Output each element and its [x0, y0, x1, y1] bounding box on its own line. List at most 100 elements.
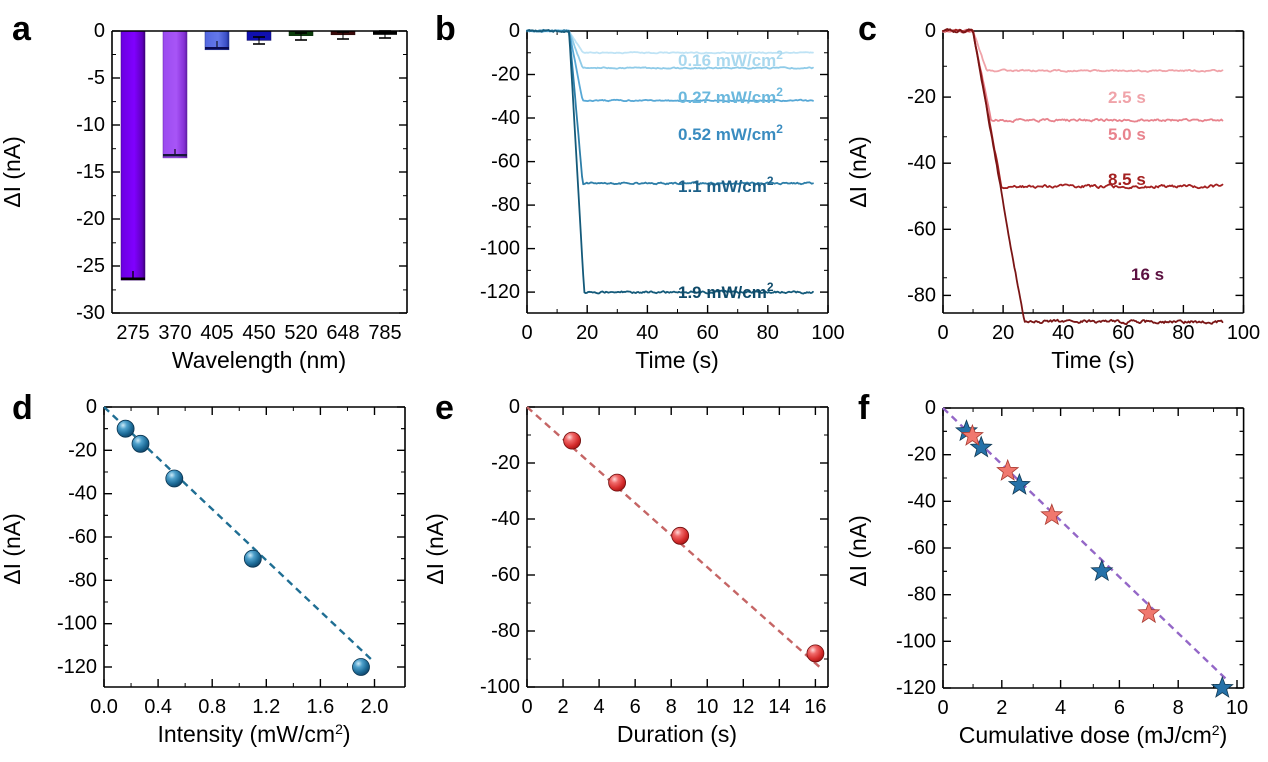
- svg-text:c: c: [858, 10, 877, 48]
- svg-text:60: 60: [1112, 322, 1134, 344]
- svg-text:0.0: 0.0: [90, 696, 118, 718]
- svg-text:6: 6: [630, 696, 641, 718]
- svg-text:5.0 s: 5.0 s: [1108, 125, 1146, 144]
- svg-text:1.6: 1.6: [306, 696, 334, 718]
- svg-text:-100: -100: [480, 238, 520, 260]
- svg-text:450: 450: [242, 322, 275, 344]
- svg-text:80: 80: [757, 322, 779, 344]
- svg-text:370: 370: [158, 322, 191, 344]
- svg-text:-100: -100: [480, 676, 520, 698]
- svg-text:2.0: 2.0: [361, 696, 389, 718]
- svg-text:2: 2: [557, 696, 568, 718]
- svg-text:-20: -20: [491, 452, 520, 474]
- svg-text:-40: -40: [907, 152, 936, 174]
- svg-text:80: 80: [1172, 322, 1194, 344]
- svg-text:0: 0: [94, 20, 105, 42]
- svg-text:2: 2: [996, 697, 1007, 719]
- svg-text:14: 14: [768, 696, 790, 718]
- svg-text:Time (s): Time (s): [1051, 347, 1134, 373]
- svg-text:ΔI (nA): ΔI (nA): [846, 515, 871, 587]
- svg-text:-80: -80: [68, 569, 97, 591]
- svg-text:8.5 s: 8.5 s: [1108, 170, 1146, 189]
- svg-text:d: d: [12, 389, 33, 427]
- svg-text:0: 0: [86, 396, 97, 418]
- svg-text:60: 60: [696, 322, 718, 344]
- svg-text:10: 10: [696, 696, 718, 718]
- svg-text:0.52 mW/cm2: 0.52 mW/cm2: [678, 122, 783, 144]
- svg-text:-120: -120: [480, 281, 520, 303]
- svg-text:-20: -20: [68, 439, 97, 461]
- svg-text:8: 8: [1173, 697, 1184, 719]
- svg-text:0.8: 0.8: [198, 696, 226, 718]
- svg-text:40: 40: [636, 322, 658, 344]
- svg-text:12: 12: [732, 696, 754, 718]
- svg-text:1.1 mW/cm2: 1.1 mW/cm2: [678, 174, 774, 196]
- svg-text:0.27 mW/cm2: 0.27 mW/cm2: [678, 85, 783, 107]
- svg-text:0: 0: [509, 20, 520, 42]
- svg-text:-20: -20: [907, 444, 936, 466]
- svg-text:-15: -15: [76, 161, 105, 183]
- svg-text:0: 0: [937, 697, 948, 719]
- svg-text:0: 0: [521, 322, 532, 344]
- svg-text:40: 40: [1052, 322, 1074, 344]
- svg-text:-60: -60: [491, 151, 520, 173]
- svg-text:2.5 s: 2.5 s: [1108, 88, 1146, 107]
- svg-text:ΔI (nA): ΔI (nA): [0, 513, 25, 585]
- svg-text:e: e: [435, 389, 454, 427]
- svg-text:-25: -25: [76, 255, 105, 277]
- svg-text:6: 6: [1114, 697, 1125, 719]
- svg-text:-40: -40: [491, 508, 520, 530]
- svg-text:-20: -20: [76, 208, 105, 230]
- svg-text:Time (s): Time (s): [635, 347, 718, 373]
- svg-text:a: a: [12, 10, 32, 48]
- svg-text:-40: -40: [491, 107, 520, 129]
- svg-text:f: f: [858, 389, 870, 427]
- svg-text:ΔI (nA): ΔI (nA): [423, 513, 448, 585]
- svg-text:Intensity (mW/cm2): Intensity (mW/cm2): [157, 721, 350, 747]
- svg-text:4: 4: [594, 696, 605, 718]
- svg-text:1.2: 1.2: [252, 696, 280, 718]
- svg-text:-80: -80: [907, 584, 936, 606]
- svg-text:785: 785: [368, 322, 401, 344]
- svg-text:b: b: [435, 10, 456, 48]
- svg-text:0.4: 0.4: [144, 696, 172, 718]
- svg-text:-60: -60: [907, 537, 936, 559]
- svg-text:-60: -60: [68, 526, 97, 548]
- svg-text:-10: -10: [76, 114, 105, 136]
- svg-text:0: 0: [937, 322, 948, 344]
- svg-text:-60: -60: [491, 564, 520, 586]
- svg-text:8: 8: [666, 696, 677, 718]
- svg-text:ΔI (nA): ΔI (nA): [0, 136, 25, 208]
- svg-text:0: 0: [925, 397, 936, 419]
- svg-text:0: 0: [925, 20, 936, 42]
- svg-text:-120: -120: [57, 656, 97, 678]
- svg-text:-5: -5: [87, 67, 105, 89]
- svg-text:-20: -20: [491, 64, 520, 86]
- svg-text:520: 520: [284, 322, 317, 344]
- svg-text:4: 4: [1055, 697, 1066, 719]
- svg-text:16: 16: [804, 696, 826, 718]
- svg-text:405: 405: [200, 322, 233, 344]
- svg-text:Duration (s): Duration (s): [617, 721, 737, 747]
- svg-text:-40: -40: [907, 490, 936, 512]
- svg-text:-80: -80: [907, 284, 936, 306]
- svg-text:-80: -80: [491, 620, 520, 642]
- svg-text:20: 20: [992, 322, 1014, 344]
- svg-text:Wavelength (nm): Wavelength (nm): [172, 347, 346, 373]
- svg-text:10: 10: [1226, 697, 1248, 719]
- svg-text:100: 100: [811, 322, 844, 344]
- svg-text:0: 0: [521, 696, 532, 718]
- svg-text:-30: -30: [76, 302, 105, 324]
- svg-text:ΔI (nA): ΔI (nA): [846, 136, 871, 208]
- svg-text:-120: -120: [896, 677, 936, 699]
- svg-text:100: 100: [1227, 322, 1260, 344]
- svg-text:-100: -100: [57, 613, 97, 635]
- svg-text:-40: -40: [68, 483, 97, 505]
- svg-text:0: 0: [509, 396, 520, 418]
- svg-text:Cumulative dose (mJ/cm2): Cumulative dose (mJ/cm2): [959, 722, 1228, 748]
- svg-text:0.16 mW/cm2: 0.16 mW/cm2: [678, 48, 783, 70]
- svg-text:275: 275: [116, 322, 149, 344]
- svg-text:648: 648: [326, 322, 359, 344]
- svg-text:-100: -100: [896, 630, 936, 652]
- svg-text:-20: -20: [907, 86, 936, 108]
